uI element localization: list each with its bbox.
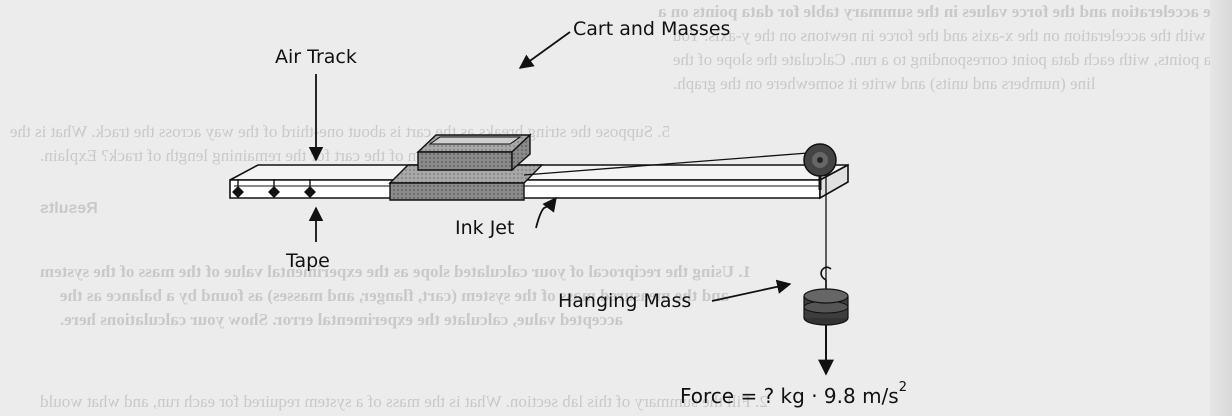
cart-and-masses (388, 133, 544, 201)
pulley (803, 143, 837, 190)
page-edge-shadow (1210, 0, 1232, 416)
force-formula-exponent: 2 (898, 380, 907, 396)
label-air-track: Air Track (275, 46, 357, 68)
tape-strip (232, 179, 820, 198)
track-front-face (229, 163, 849, 200)
label-tape: Tape (286, 250, 330, 272)
label-cart-and-masses: Cart and Masses (573, 18, 731, 40)
label-hanging-mass: Hanging Mass (558, 290, 692, 312)
label-ink-jet: Ink Jet (455, 217, 515, 239)
label-pointers (308, 31, 792, 302)
hanging-mass (803, 266, 849, 326)
force-formula: Force = ? kg · 9.8 m/s2 (680, 380, 907, 408)
force-formula-text: Force = ? kg · 9.8 m/s (680, 384, 899, 408)
